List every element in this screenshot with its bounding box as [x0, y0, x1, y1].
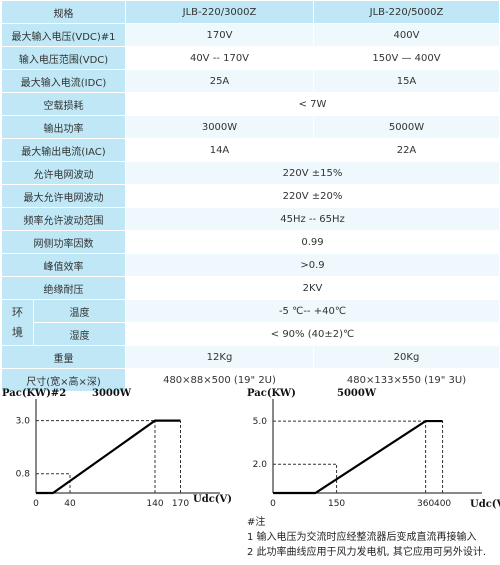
header-label: 规格 [1, 0, 126, 24]
row-label: 空载损耗 [1, 92, 126, 116]
table-row: 重量 12Kg 20Kg [1, 345, 500, 369]
table-row: 输出功率 3000W 5000W [1, 115, 500, 139]
y-tick-label: 0.8 [16, 470, 31, 480]
y-axis-label: Pac(KW)#2 [2, 388, 66, 399]
row-value-shared: 0.99 [125, 230, 500, 254]
spec-table-body: 规格 JLB-220/3000Z JLB-220/5000Z 最大输入电压(VD… [1, 0, 500, 392]
x-tick-label: 140 [146, 499, 163, 509]
power-curve-line [273, 419, 443, 495]
notes-title: #注 [247, 517, 266, 528]
x-tick-label: 400 [434, 499, 451, 509]
table-row: 输入电压范围(VDC) 40V -- 170V 150V — 400V [1, 46, 500, 70]
chart-title: 5000W [337, 388, 377, 399]
table-row: 最大允许电网波动 220V ±20% [1, 184, 500, 208]
table-row: 环境温度 -5 ℃-- +40℃ [1, 299, 500, 346]
row-label: 湿度 [33, 322, 126, 346]
row-value-shared: 220V ±20% [125, 184, 500, 208]
row-value-5000: 20Kg [313, 345, 500, 369]
row-value-5000: 480×133×550 (19" 3U) [313, 368, 500, 392]
note-2: 2 此功率曲线应用于风力发电机, 其它应用可另外设计. [247, 547, 487, 558]
row-label: 最大输入电流(IDC) [1, 69, 126, 93]
row-value-3000: 14A [125, 138, 314, 162]
x-tick-label: 0 [270, 499, 276, 509]
row-value-shared: >0.9 [125, 253, 500, 277]
x-tick-label: 0 [33, 499, 39, 509]
header-model-3000: JLB-220/3000Z [125, 0, 314, 24]
table-row: 最大输入电流(IDC) 25A 15A [1, 69, 500, 93]
row-value-shared: -5 ℃-- +40℃ [125, 299, 500, 323]
row-value-shared: 2KV [125, 276, 500, 300]
env-group-label-2: 境 [12, 325, 23, 339]
table-row: 湿度 < 90% (40±2)℃ [2, 322, 500, 346]
row-label: 最大允许电网波动 [1, 184, 126, 208]
row-label: 输出功率 [1, 115, 126, 139]
row-value-shared: < 7W [125, 92, 500, 116]
chart-3000w-svg: Pac(KW)#2 3000W 0 40 140 170 3.0 0.8 [2, 388, 220, 509]
y-tick-label: 3.0 [16, 417, 31, 427]
table-row: 最大输出电流(IAC) 14A 22A [1, 138, 500, 162]
row-label: 绝缘耐压 [1, 276, 126, 300]
row-value-3000: 25A [125, 69, 314, 93]
row-value-3000: 480×88×500 (19" 2U) [125, 368, 314, 392]
row-value-shared: < 90% (40±2)℃ [125, 322, 500, 346]
row-value-5000: 22A [313, 138, 500, 162]
table-row: 允许电网波动 220V ±15% [1, 161, 500, 185]
env-group-label-1: 环 [12, 305, 23, 319]
row-value-5000: 400V [313, 23, 500, 47]
table-row: 最大输入电压(VDC)#1 170V 400V [1, 23, 500, 47]
table-row: 网侧功率因数 0.99 [1, 230, 500, 254]
row-value-5000: 5000W [313, 115, 500, 139]
row-value-shared: 45Hz -- 65Hz [125, 207, 500, 231]
chart-3000w: Pac(KW)#2 3000W 0 40 140 170 3.0 0.8 [0, 380, 240, 515]
row-label: 最大输出电流(IAC) [1, 138, 126, 162]
row-label: 网侧功率因数 [1, 230, 126, 254]
y-tick-label: 2.0 [253, 460, 268, 470]
row-value-3000: 170V [125, 23, 314, 47]
row-label: 频率允许波动范围 [1, 207, 126, 231]
power-curve-line [36, 419, 181, 495]
row-value-5000: 150V — 400V [313, 46, 500, 70]
x-tick-label: 150 [328, 499, 345, 509]
row-value-shared: 220V ±15% [125, 161, 500, 185]
table-row: 峰值效率 >0.9 [1, 253, 500, 277]
header-model-5000: JLB-220/5000Z [313, 0, 500, 24]
chart-title: 3000W [92, 388, 132, 399]
note-1: 1 输入电压为交流时应经整流器后变成直流再接输入 [247, 532, 477, 543]
row-label: 峰值效率 [1, 253, 126, 277]
table-header-row: 规格 JLB-220/3000Z JLB-220/5000Z [1, 0, 500, 24]
x-tick-label: 360 [417, 499, 434, 509]
x-tick-label: 40 [64, 499, 76, 509]
table-row: 频率允许波动范围 45Hz -- 65Hz [1, 207, 500, 231]
row-label: 重量 [1, 345, 126, 369]
notes: #注 1 输入电压为交流时应经整流器后变成直流再接输入 2 此功率曲线应用于风力… [247, 515, 486, 560]
x-tick-label: 170 [172, 499, 189, 509]
row-label: 温度 [33, 299, 126, 323]
row-value-3000: 12Kg [125, 345, 314, 369]
x-axis-label: Udc(V) [470, 499, 500, 510]
table-row: 尺寸(宽×高×深) 480×88×500 (19" 2U) 480×133×550 … [1, 368, 500, 392]
row-label: 输入电压范围(VDC) [1, 46, 126, 70]
y-axis-label: Pac(KW) [247, 388, 296, 399]
table-row: 空载损耗 < 7W [1, 92, 500, 116]
row-label: 最大输入电压(VDC)#1 [1, 23, 126, 47]
env-group-label: 环境 [1, 299, 34, 346]
row-value-5000: 15A [313, 69, 500, 93]
row-label: 尺寸(宽×高×深) [1, 368, 126, 392]
table-row: 绝缘耐压 2KV [1, 276, 500, 300]
y-tick-label: 5.0 [253, 417, 268, 427]
row-label: 允许电网波动 [1, 161, 126, 185]
spec-table: 规格 JLB-220/3000Z JLB-220/5000Z 最大输入电压(VD… [1, 0, 500, 392]
row-value-3000: 3000W [125, 115, 314, 139]
row-value-3000: 40V -- 170V [125, 46, 314, 70]
